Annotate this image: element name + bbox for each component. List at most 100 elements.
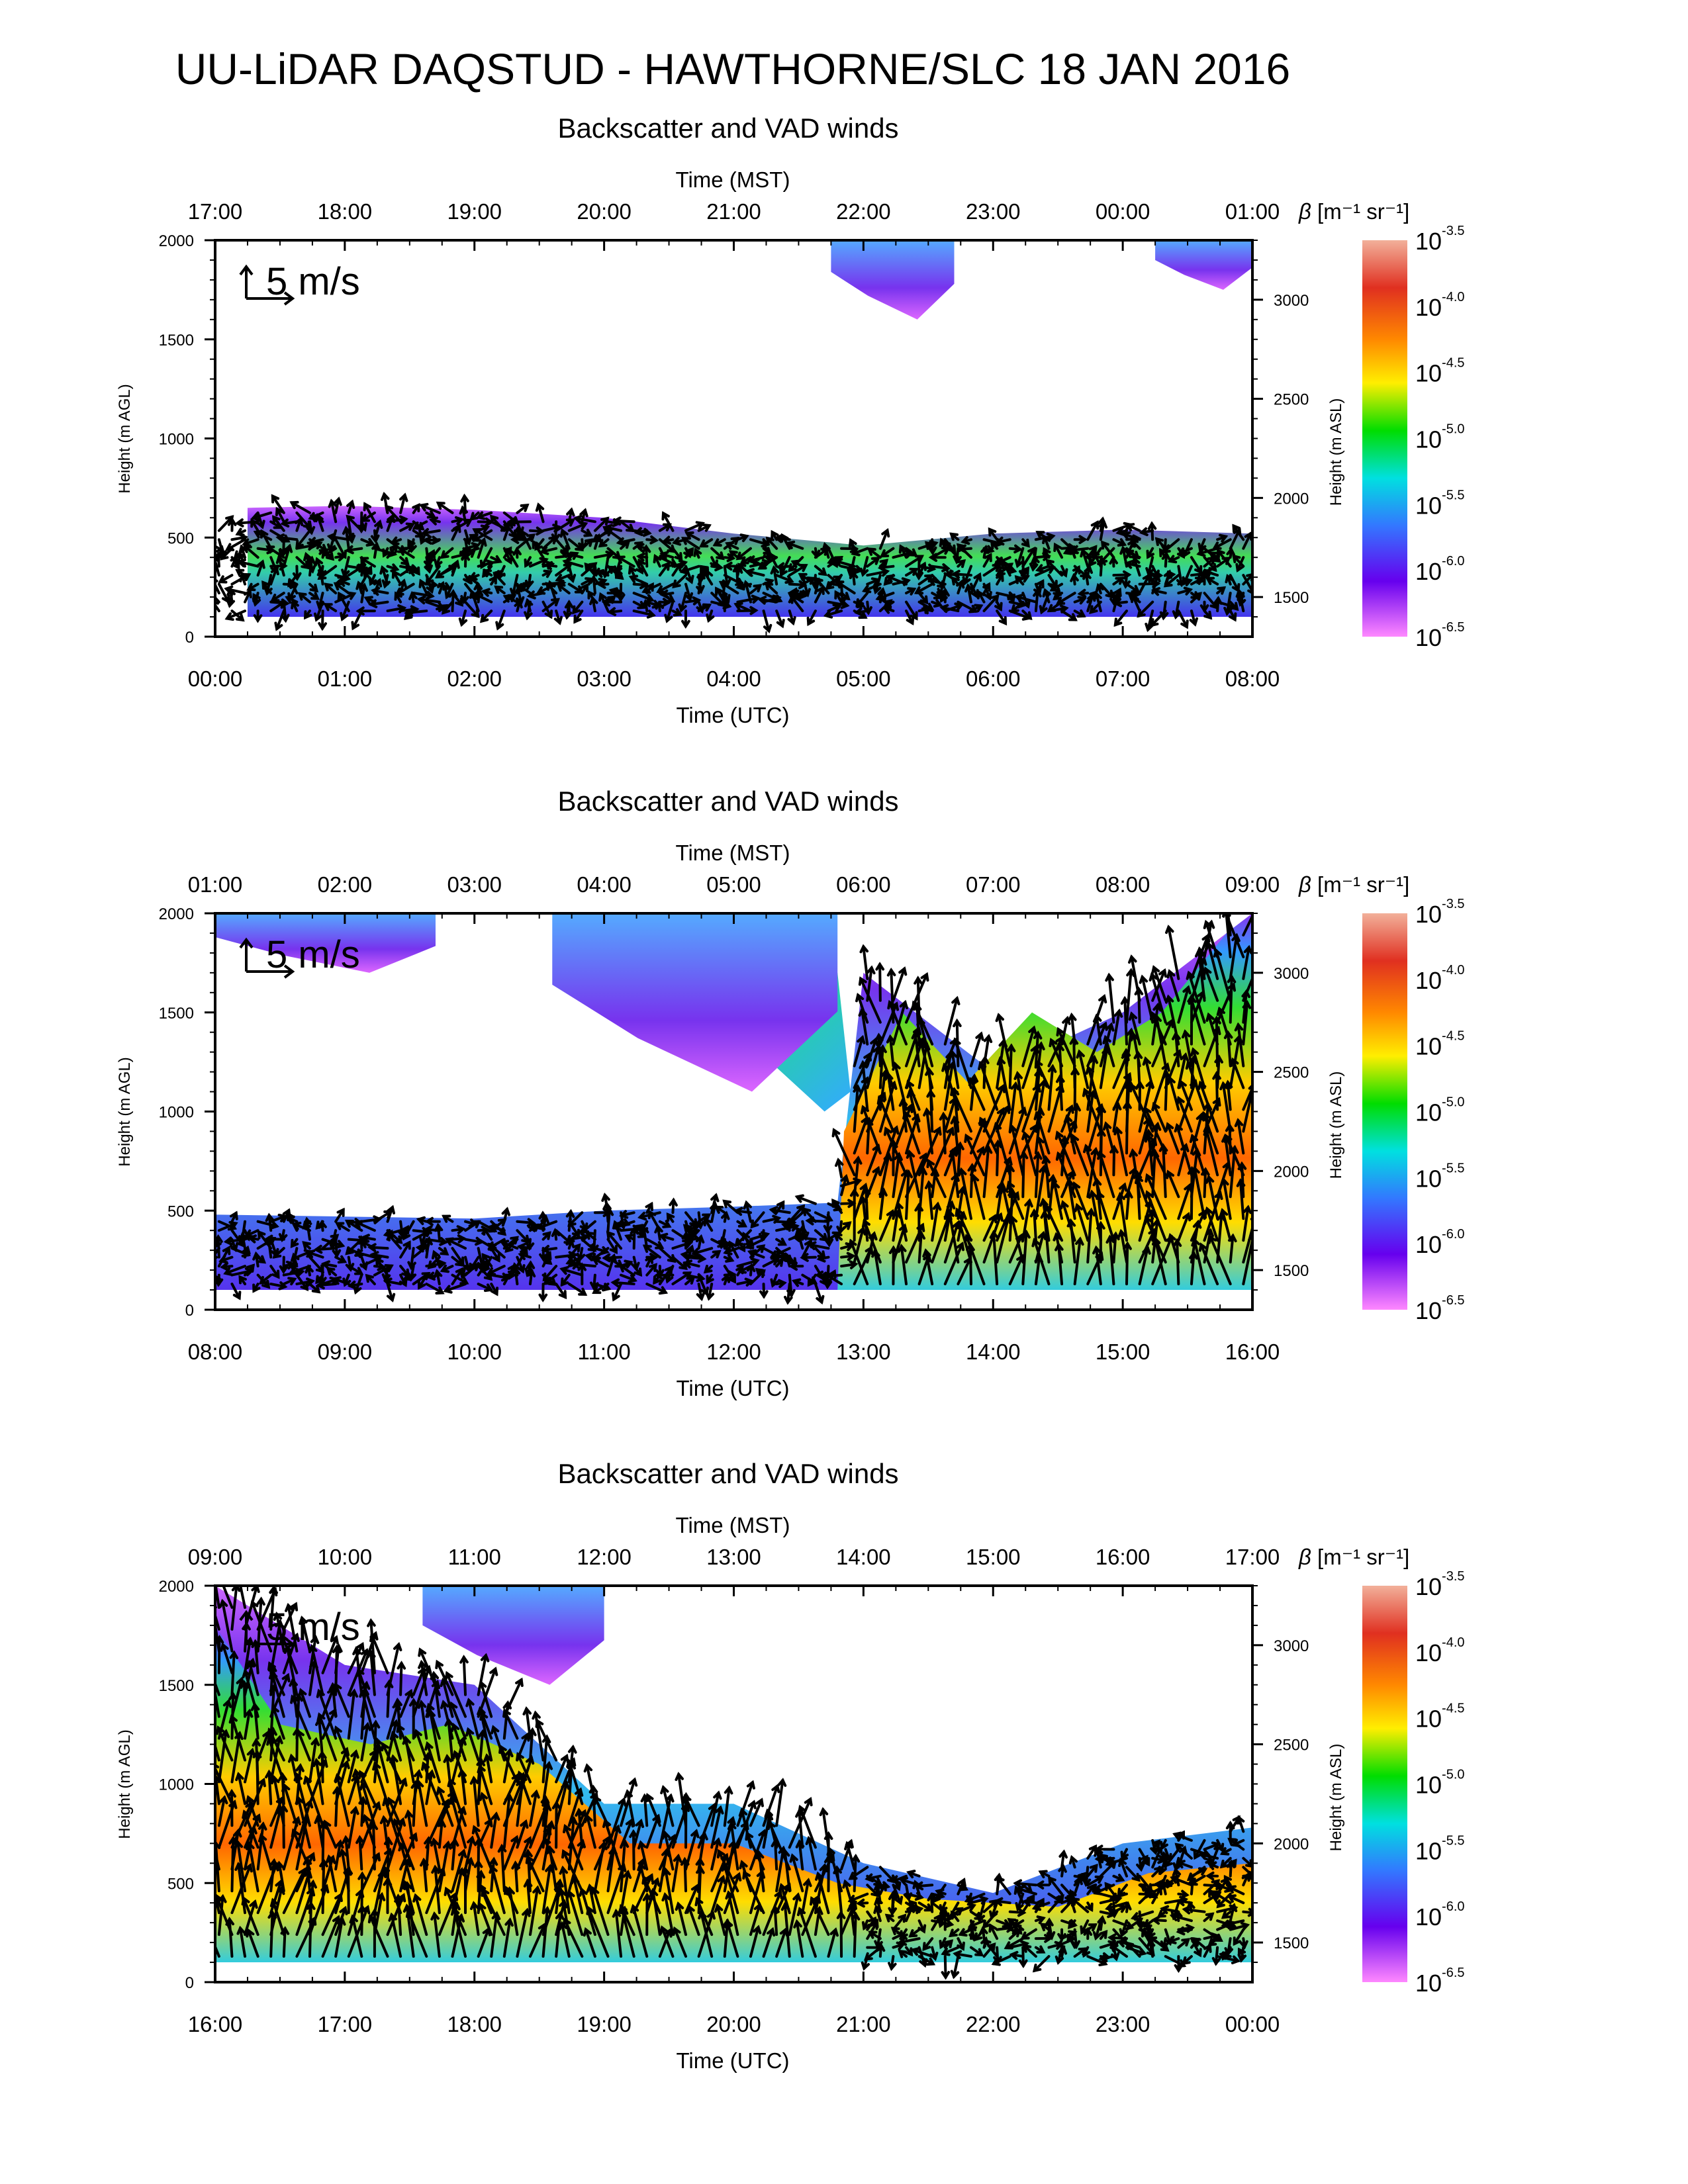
wind-vector-head [465, 1727, 475, 1737]
wind-vector-head [681, 619, 690, 629]
wind-vector-head [695, 1220, 705, 1230]
wind-vector [1190, 1113, 1203, 1155]
wind-vector [1209, 1235, 1232, 1286]
wind-vector [960, 1168, 972, 1220]
wind-vector-head [228, 1714, 238, 1724]
x-tick-label-utc: 11:00 [578, 1340, 631, 1364]
wind-vector [1162, 600, 1167, 619]
wind-vector-head [567, 574, 577, 584]
wind-vector [1232, 524, 1245, 541]
wind-vector [464, 1858, 473, 1893]
wind-vector-head [1219, 1208, 1229, 1218]
wind-vector-head [898, 1949, 908, 1958]
wind-vector-head [506, 547, 514, 557]
wind-vector [645, 1814, 660, 1849]
wind-vector [1098, 1151, 1115, 1199]
wind-vector [516, 1756, 533, 1805]
wind-vector-head [424, 1216, 434, 1226]
wind-vector-head [232, 1291, 242, 1300]
wind-vector-head [330, 1635, 339, 1645]
wind-vector-head [642, 1892, 652, 1901]
wind-vector-head [468, 572, 478, 581]
wind-vector [462, 1655, 467, 1696]
wind-vector-head [365, 1273, 374, 1283]
wind-vector-head [363, 502, 372, 512]
wind-vector-head [471, 609, 480, 618]
wind-vector [1115, 1127, 1129, 1177]
y2-tick-label: 2000 [1274, 1163, 1309, 1181]
wind-vector-head [275, 1860, 285, 1870]
wind-vector-head [1178, 1079, 1187, 1089]
wind-vector-head [737, 1265, 747, 1274]
wind-vector-head [861, 584, 872, 594]
wind-vector [1182, 565, 1193, 585]
wind-vector [472, 1901, 480, 1936]
wind-vector-head [733, 1872, 742, 1882]
wind-vector [277, 1862, 285, 1893]
wind-vector-head [914, 976, 923, 985]
wind-vector-head [661, 1830, 671, 1840]
wind-vector-head [542, 1272, 551, 1282]
wind-vector-head [983, 591, 992, 601]
wind-vector [1151, 969, 1166, 1002]
wind-vector-head [894, 1895, 904, 1905]
wind-vector-head [618, 1904, 628, 1914]
wind-vector-head [1150, 587, 1161, 596]
wind-vector-head [232, 560, 240, 570]
wind-vector-head [435, 1286, 445, 1295]
wind-vector-head [885, 574, 896, 583]
wind-vector-head [481, 588, 491, 597]
wind-vector [662, 1786, 675, 1827]
wind-vector [658, 1929, 671, 1958]
wind-vector-head [440, 550, 449, 559]
wind-vector-head [390, 536, 400, 545]
wind-vector [528, 1827, 551, 1871]
wind-vector-head [989, 1910, 998, 1920]
wind-vector-head [355, 1667, 365, 1677]
wind-vector-head [281, 1782, 291, 1793]
wind-vector-head [417, 1280, 426, 1290]
wind-vector-head [747, 1799, 757, 1809]
wind-vector [267, 1770, 273, 1805]
wind-vector [464, 1238, 483, 1244]
wind-vector-head [340, 612, 349, 621]
colorbar-tick-exponent: -5.0 [1442, 422, 1464, 437]
wind-vector-head [465, 1698, 475, 1707]
wind-vector-head [807, 1241, 817, 1250]
wind-vector-head [555, 1878, 564, 1888]
wind-vector [878, 1096, 895, 1133]
wind-vector [1147, 610, 1154, 631]
wind-vector [282, 1817, 300, 1871]
wind-vector-head [818, 567, 827, 576]
wind-vector [528, 1923, 546, 1958]
wind-vector [1166, 1170, 1180, 1199]
colorbar-tick-label: 10-6.5 [1415, 1293, 1465, 1324]
wind-vector [1229, 934, 1239, 980]
wind-vector [905, 973, 929, 1024]
wind-vector [845, 1842, 856, 1871]
wind-vector [1104, 1122, 1115, 1155]
wind-vector [1034, 589, 1039, 613]
wind-vector-head [608, 587, 618, 596]
wind-vector-head [787, 615, 796, 626]
wind-vector [726, 1920, 739, 1958]
wind-vector-head [898, 1876, 909, 1886]
wind-vector-head [996, 567, 1006, 575]
wind-vector-head [702, 603, 712, 612]
wind-vector [433, 1912, 441, 1958]
wind-vector [855, 592, 869, 607]
wind-vector-head [1088, 557, 1097, 567]
x-tick-label-mst: 00:00 [1096, 199, 1150, 224]
colorbar-symbol: β [1298, 872, 1317, 897]
wind-vector [898, 1937, 921, 1944]
wind-vector-head [914, 1881, 924, 1891]
wind-vector [340, 1849, 350, 1893]
wind-vector-head [263, 586, 273, 596]
wind-vector [606, 1238, 618, 1254]
wind-vector [1035, 1060, 1051, 1089]
wind-vector [585, 1815, 596, 1849]
wind-vector-head [997, 1083, 1006, 1093]
colorbar [1362, 240, 1407, 637]
wind-vector-head [777, 1279, 787, 1289]
wind-vector-head [991, 1957, 1001, 1966]
